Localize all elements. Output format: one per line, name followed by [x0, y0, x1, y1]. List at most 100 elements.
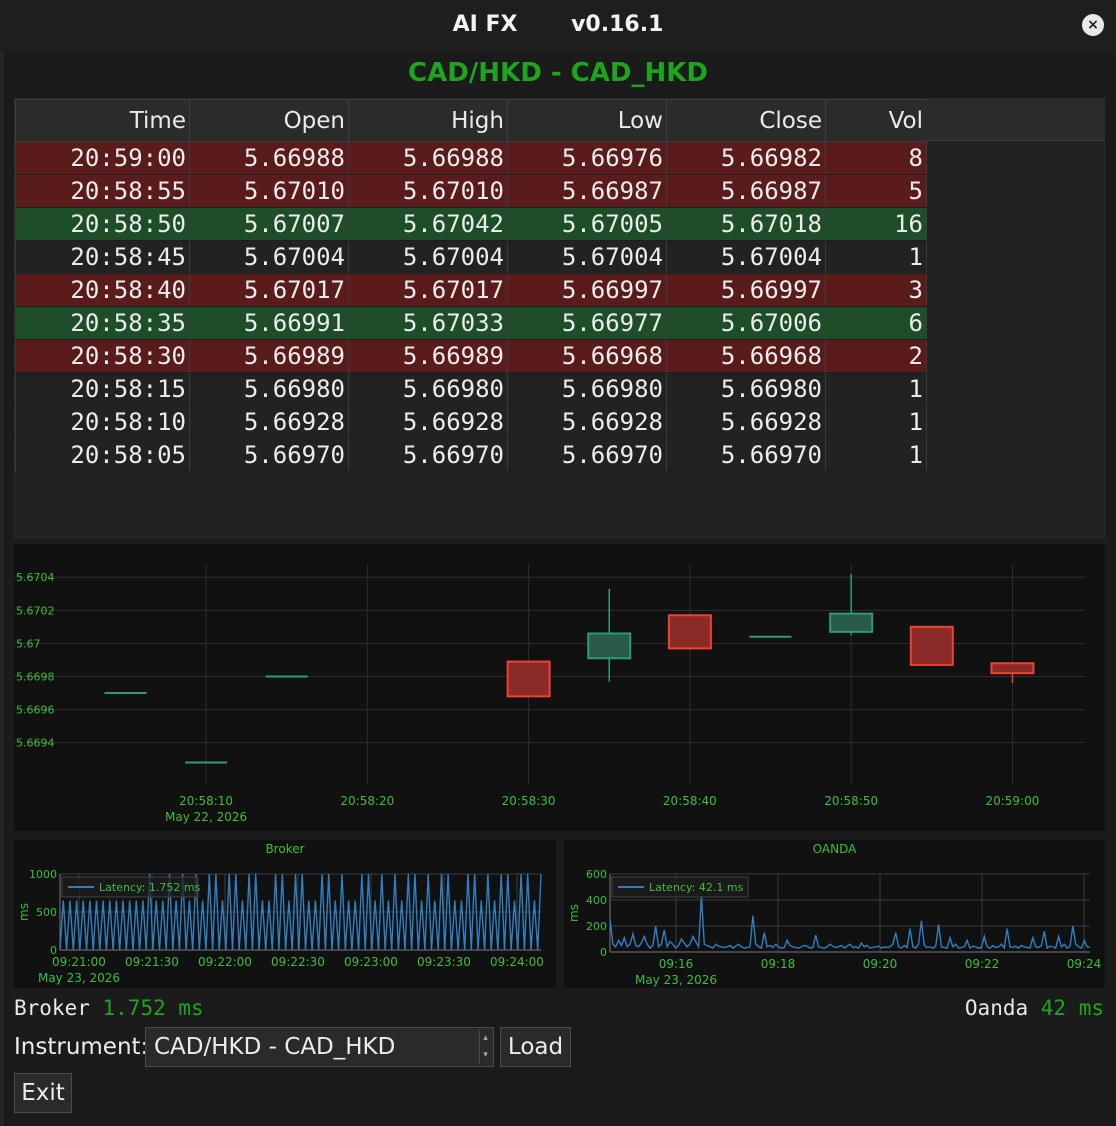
- legend-label: Latency: 1.752 ms: [99, 881, 201, 894]
- table-row[interactable]: 20:58:35 5.66991 5.67033 5.66977 5.67006 6: [15, 306, 927, 340]
- column-header-time[interactable]: Time: [15, 99, 190, 142]
- table-row[interactable]: 20:58:30 5.66989 5.66989 5.66968 5.66968 2: [15, 339, 927, 373]
- y-tick-label: 0: [600, 946, 607, 959]
- broker-latency-value: 1.752 ms: [102, 996, 204, 1020]
- cell-open: 5.66970: [189, 438, 349, 472]
- cell-vol: 1: [825, 438, 927, 472]
- table-header-filler: [926, 99, 1105, 141]
- candle: [990, 662, 1035, 684]
- load-button[interactable]: Load: [500, 1027, 571, 1067]
- table-row[interactable]: 20:58:05 5.66970 5.66970 5.66970 5.66970 1: [15, 438, 927, 472]
- table-row[interactable]: 20:58:50 5.67007 5.67042 5.67005 5.67018 16: [15, 207, 927, 241]
- cell-open: 5.66980: [189, 372, 349, 406]
- cell-vol: 2: [825, 339, 927, 373]
- table-row[interactable]: 20:58:15 5.66980 5.66980 5.66980 5.66980 1: [15, 372, 927, 406]
- cell-close: 5.67006: [666, 306, 826, 340]
- table-row[interactable]: 20:58:55 5.67010 5.67010 5.66987 5.66987 5: [15, 174, 927, 208]
- cell-open: 5.67007: [189, 207, 349, 241]
- cell-high: 5.66970: [348, 438, 508, 472]
- cell-vol: 1: [825, 240, 927, 274]
- table-row[interactable]: 20:58:45 5.67004 5.67004 5.67004 5.67004 1: [15, 240, 927, 274]
- cell-open: 5.66991: [189, 306, 349, 340]
- x-tick-label: 09:16: [659, 957, 694, 971]
- x-tick-label: 09:21:00: [52, 955, 106, 969]
- column-header-open[interactable]: Open: [189, 99, 349, 142]
- cell-low: 5.66980: [507, 372, 667, 406]
- x-tick-label: 20:58:20: [340, 794, 394, 808]
- quotes-table: Time Open High Low Close Vol 20:59:00 5.66988 5…: [15, 99, 927, 472]
- y-tick-label: 5.6698: [16, 670, 55, 683]
- broker-latency-label: Broker: [14, 996, 90, 1020]
- cell-low: 5.66928: [507, 405, 667, 439]
- cell-close: 5.66968: [666, 339, 826, 373]
- chart-title: OANDA: [813, 842, 857, 856]
- column-header-low[interactable]: Low: [507, 99, 667, 142]
- column-header-high[interactable]: High: [348, 99, 508, 142]
- cell-vol: 1: [825, 372, 927, 406]
- broker-latency-chart: Broker 1000 500 0 ms 09:21:00 09:21:30 09:22:00…: [17, 842, 544, 985]
- candlestick-chart: 5.6704 5.6702 5.67 5.6698 5.6696 5.6694 20:58:…: [14, 564, 1085, 824]
- latency-series-line: [59, 873, 542, 951]
- cell-low: 5.66997: [507, 273, 667, 307]
- y-axis-label: ms: [17, 903, 31, 921]
- broker-latency-panel: Broker 1000 500 0 ms 09:21:00 09:21:30 09:22:00…: [14, 840, 556, 988]
- x-tick-label: 09:20: [863, 957, 898, 971]
- y-tick-label: 400: [586, 894, 607, 907]
- y-tick-label: 500: [36, 906, 57, 919]
- x-tick-label: 09:23:00: [344, 955, 398, 969]
- cell-time: 20:58:30: [15, 339, 190, 373]
- instrument-label: Instrument:: [14, 1034, 149, 1060]
- x-date-label: May 23, 2026: [635, 973, 717, 987]
- exit-button[interactable]: Exit: [14, 1073, 72, 1113]
- legend-box: [61, 876, 199, 898]
- y-tick-label: 5.6694: [16, 737, 55, 750]
- candle-body: [506, 660, 551, 698]
- cell-low: 5.67005: [507, 207, 667, 241]
- cell-open: 5.67017: [189, 273, 349, 307]
- candle-body: [587, 632, 632, 660]
- candle-body: [990, 662, 1035, 675]
- cell-close: 5.66982: [666, 141, 826, 175]
- x-tick-label: 09:21:30: [125, 955, 179, 969]
- cell-high: 5.67033: [348, 306, 508, 340]
- candle-body: [667, 614, 712, 650]
- y-tick-label: 0: [50, 944, 57, 957]
- cell-vol: 16: [825, 207, 927, 241]
- x-tick-label: 09:22:30: [271, 955, 325, 969]
- x-date-label: May 23, 2026: [38, 971, 120, 985]
- cell-low: 5.66970: [507, 438, 667, 472]
- cell-time: 20:59:00: [15, 141, 190, 175]
- table-row[interactable]: 20:59:00 5.66988 5.66988 5.66976 5.66982 8: [15, 141, 927, 175]
- oanda-latency-label: Oanda: [964, 996, 1029, 1020]
- title-bar: AI FX v0.16.1 ×: [0, 0, 1116, 52]
- y-tick-label: 200: [586, 920, 607, 933]
- candle: [829, 573, 874, 636]
- legend-box: [611, 876, 749, 898]
- instrument-select-value: CAD/HKD - CAD_HKD: [154, 1034, 396, 1060]
- oanda-latency-chart: OANDA 600 400 200 0 ms 09:16 09:18 09:20 09:22 09:…: [567, 842, 1101, 987]
- instrument-select[interactable]: CAD/HKD - CAD_HKD ▴ ▾: [145, 1027, 494, 1067]
- y-tick-label: 600: [586, 868, 607, 881]
- candle: [909, 625, 954, 666]
- column-header-vol[interactable]: Vol: [825, 99, 927, 142]
- cell-high: 5.67010: [348, 174, 508, 208]
- table-row[interactable]: 20:58:40 5.67017 5.67017 5.66997 5.66997 3: [15, 273, 927, 307]
- cell-time: 20:58:35: [15, 306, 190, 340]
- cell-time: 20:58:40: [15, 273, 190, 307]
- y-tick-label: 5.67: [16, 637, 41, 650]
- cell-vol: 3: [825, 273, 927, 307]
- cell-open: 5.67010: [189, 174, 349, 208]
- x-tick-label: 09:22:00: [198, 955, 252, 969]
- close-icon[interactable]: ×: [1082, 14, 1104, 36]
- cell-low: 5.66968: [507, 339, 667, 373]
- instrument-heading: CAD/HKD - CAD_HKD: [408, 58, 708, 88]
- x-tick-label: 09:22: [965, 957, 1000, 971]
- x-tick-label: 09:24:00: [490, 955, 544, 969]
- candle: [667, 614, 712, 650]
- column-header-close[interactable]: Close: [666, 99, 826, 142]
- cell-open: 5.66988: [189, 141, 349, 175]
- table-row[interactable]: 20:58:10 5.66928 5.66928 5.66928 5.66928 1: [15, 405, 927, 439]
- y-axis-label: ms: [567, 904, 581, 922]
- chevron-updown-icon: ▴ ▾: [479, 1030, 491, 1064]
- cell-close: 5.67018: [666, 207, 826, 241]
